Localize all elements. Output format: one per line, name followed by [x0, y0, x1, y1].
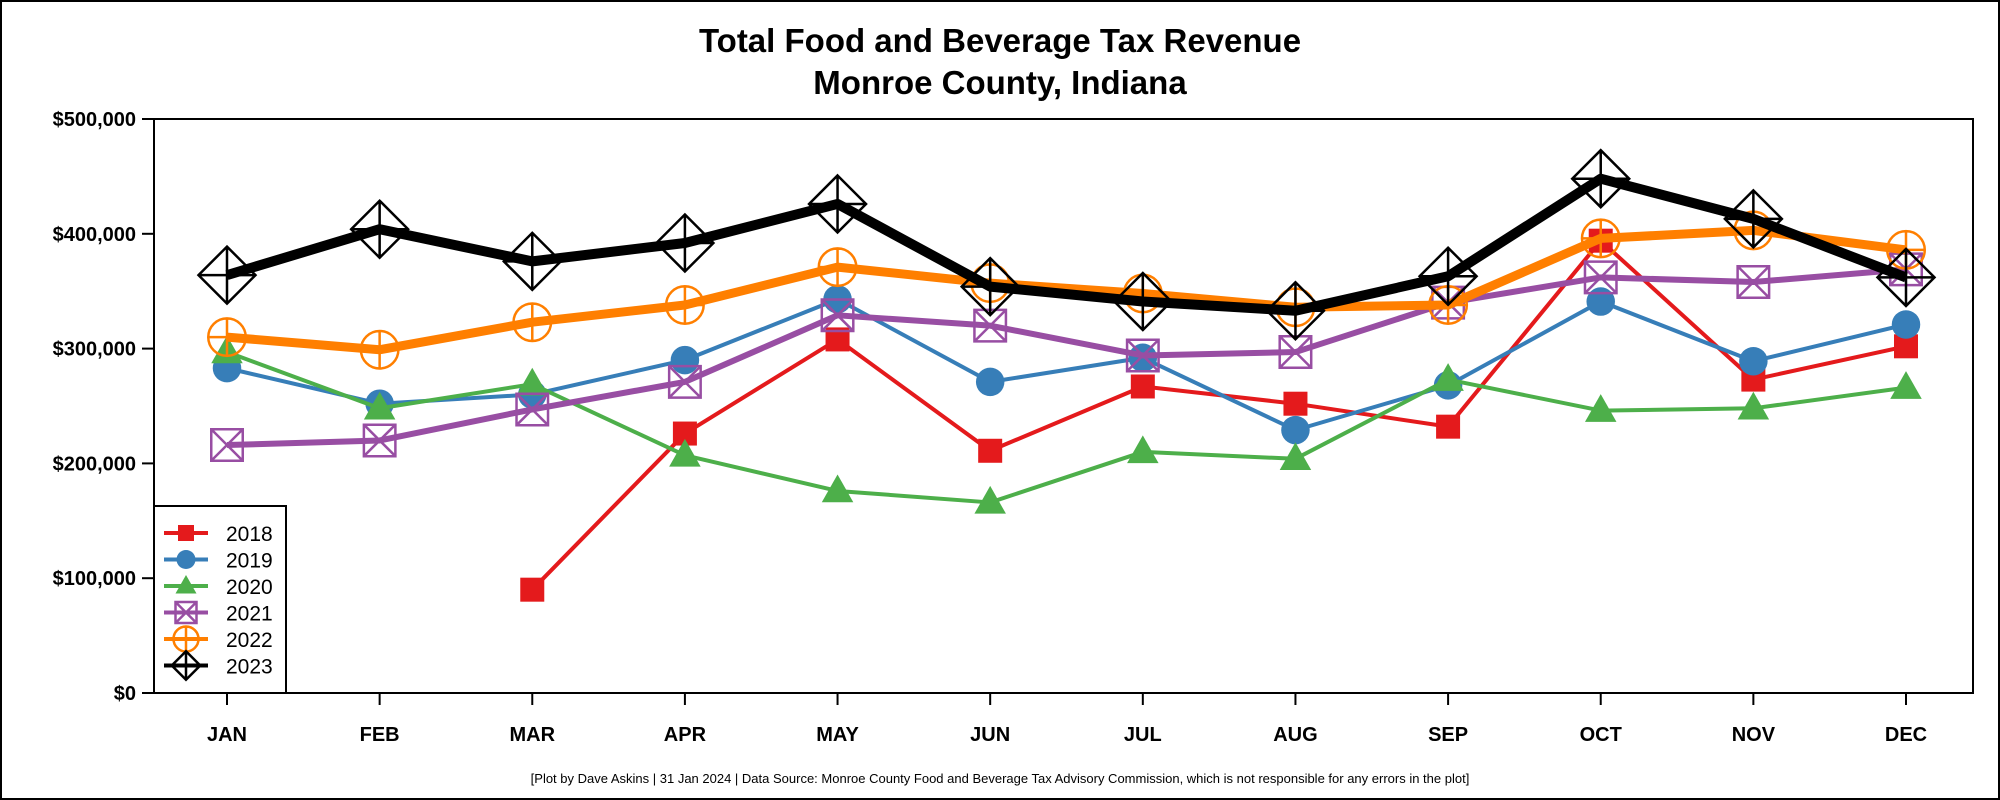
- legend-label: 2020: [226, 576, 273, 599]
- legend-label: 2022: [226, 629, 273, 652]
- marker-filled-triangle: [1127, 435, 1159, 464]
- chart-subtitle: Monroe County, Indiana: [813, 64, 1187, 101]
- legend-label: 2018: [226, 523, 273, 546]
- marker-filled-circle: [975, 367, 1005, 397]
- marker-diamond-plus: [502, 231, 563, 292]
- legend-label: 2021: [226, 603, 273, 626]
- x-tick-label: MAR: [509, 724, 555, 746]
- marker-filled-square: [1283, 391, 1308, 416]
- legend-item-2019: 2019: [164, 550, 273, 573]
- y-tick-label: $300,000: [53, 339, 136, 361]
- series-line: [226, 266, 1907, 449]
- marker-circle-plus: [817, 247, 858, 288]
- marker-circle-plus: [512, 302, 553, 343]
- y-tick-label: $400,000: [53, 224, 136, 246]
- y-tick-label: $500,000: [53, 109, 136, 131]
- x-tick-label: DEC: [1885, 724, 1927, 746]
- marker-diamond-plus: [1265, 280, 1326, 341]
- legend-label: 2019: [226, 550, 273, 573]
- footnote: [Plot by Dave Askins | 31 Jan 2024 | Dat…: [531, 771, 1470, 786]
- marker-filled-triangle: [363, 391, 396, 420]
- marker-filled-circle: [1891, 310, 1921, 339]
- x-tick-label: JUL: [1124, 724, 1162, 746]
- x-tick-label: OCT: [1580, 724, 1622, 746]
- marker-circle-plus: [664, 285, 705, 325]
- legend-item-2018: 2018: [164, 523, 273, 546]
- series-2018: [520, 228, 1918, 602]
- marker-square-x: [667, 364, 702, 399]
- plot-frame: [153, 118, 1974, 694]
- marker-circle-plus: [359, 329, 400, 370]
- marker-filled-triangle: [1584, 394, 1617, 422]
- chart-title: Total Food and Beverage Tax Revenue: [699, 22, 1301, 59]
- marker-filled-triangle: [1890, 371, 1922, 399]
- x-tick-label: SEP: [1428, 724, 1468, 746]
- marker-square-x: [1278, 335, 1313, 370]
- legend-item-2021: 2021: [164, 600, 273, 626]
- marker-filled-triangle: [821, 474, 854, 503]
- y-tick-label: $0: [114, 683, 136, 705]
- marker-square-x: [1736, 265, 1771, 300]
- marker-circle-plus: [1580, 218, 1621, 259]
- x-tick-label: NOV: [1732, 724, 1776, 746]
- marker-filled-triangle: [974, 485, 1006, 514]
- legend-item-2022: 2022: [164, 625, 273, 653]
- marker-square-x: [820, 298, 855, 333]
- marker-diamond-plus: [169, 649, 203, 682]
- marker-diamond-plus: [196, 244, 258, 306]
- marker-filled-triangle: [1279, 442, 1312, 471]
- series-2023: [196, 148, 1937, 341]
- marker-filled-circle: [1281, 415, 1310, 445]
- marker-diamond-plus: [654, 212, 716, 274]
- marker-diamond-plus: [1112, 271, 1174, 332]
- marker-square-x: [515, 392, 550, 427]
- marker-circle-plus: [207, 317, 248, 358]
- marker-circle-plus: [172, 625, 200, 653]
- marker-filled-square: [1436, 414, 1461, 439]
- marker-diamond-plus: [1875, 247, 1937, 308]
- marker-filled-circle: [1739, 346, 1768, 376]
- marker-filled-square: [178, 525, 194, 541]
- legend-item-2020: 2020: [164, 575, 273, 599]
- marker-filled-triangle: [516, 367, 549, 396]
- marker-diamond-plus: [959, 256, 1021, 317]
- series-line: [225, 173, 1908, 316]
- x-tick-label: AUG: [1273, 724, 1317, 746]
- marker-filled-triangle: [1432, 363, 1464, 391]
- x-tick-label: FEB: [360, 724, 400, 746]
- x-tick-label: MAY: [816, 724, 859, 746]
- marker-diamond-plus: [349, 198, 410, 260]
- legend-label: 2023: [226, 656, 273, 679]
- legend-item-2023: 2023: [164, 649, 273, 682]
- series-line: [226, 297, 1907, 433]
- marker-diamond-plus: [1570, 148, 1631, 209]
- marker-diamond-plus: [1417, 246, 1479, 307]
- marker-diamond-plus: [807, 173, 868, 235]
- marker-filled-square: [1130, 374, 1155, 399]
- marker-diamond-plus: [1723, 188, 1784, 250]
- marker-filled-triangle: [1737, 391, 1770, 420]
- marker-square-x: [362, 423, 397, 458]
- marker-square-x: [1583, 260, 1618, 295]
- marker-filled-triangle: [669, 438, 701, 467]
- marker-filled-circle: [670, 345, 700, 375]
- series-line: [226, 350, 1907, 505]
- marker-filled-square: [520, 577, 545, 602]
- x-tick-label: JUN: [970, 724, 1010, 746]
- marker-square-x: [174, 600, 198, 625]
- marker-filled-triangle: [175, 575, 197, 594]
- y-tick-label: $100,000: [53, 568, 136, 590]
- marker-filled-square: [978, 438, 1003, 463]
- marker-filled-circle: [176, 550, 196, 569]
- x-tick-label: JAN: [207, 724, 247, 746]
- marker-square-x: [210, 428, 244, 463]
- y-tick-label: $200,000: [53, 453, 136, 475]
- series-line: [226, 225, 1907, 355]
- x-tick-label: APR: [664, 724, 707, 746]
- marker-filled-circle: [1586, 287, 1615, 316]
- marker-square-x: [1125, 338, 1160, 373]
